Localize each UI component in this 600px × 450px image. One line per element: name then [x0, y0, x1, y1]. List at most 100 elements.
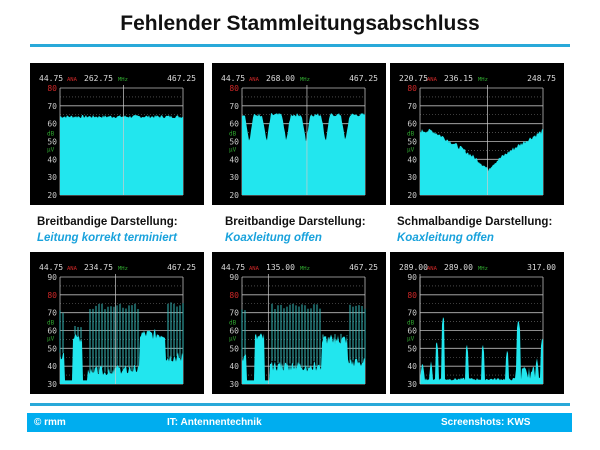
uv-unit-label: µV [407, 147, 415, 154]
center-frequency: 234.75 [84, 263, 113, 272]
spectrum-trace [420, 128, 543, 195]
end-frequency: 467.25 [349, 74, 378, 83]
scale-tick: 30 [229, 380, 239, 389]
end-frequency: 467.25 [167, 263, 196, 272]
scale-tick: 60 [407, 120, 417, 129]
scale-tick: 80 [229, 84, 239, 93]
unit-label: MHz [478, 77, 488, 83]
footer-bar: © rmm IT: Antennentechnik Screenshots: K… [27, 413, 572, 432]
scale-tick: 30 [47, 173, 57, 182]
uv-unit-label: µV [47, 147, 55, 154]
footer-rule [30, 403, 570, 406]
scale-tick: 80 [407, 84, 417, 93]
caption-line2: Leitung korrekt terminiert [37, 232, 177, 244]
unit-label: MHz [478, 266, 488, 272]
scale-tick: 50 [407, 344, 417, 353]
spectrum-panel: 220.75 ANA 236.15 MHz 248.75 80 70 60 50 40 30 20 dB… [390, 63, 564, 205]
mode-label: ANA [249, 266, 260, 272]
spectrum-panel: 44.75 ANA 135.00 MHz 467.25 90 80 70 60 50 40 30 dB µ… [212, 252, 386, 394]
scale-tick: 60 [229, 327, 239, 336]
spectrum-display: 44.75 ANA 268.00 MHz 467.25 80 70 60 50 40 30 20 dB µ… [221, 74, 378, 200]
scale-tick: 80 [407, 291, 417, 300]
footer-copyright: © rmm [34, 417, 66, 428]
db-unit-label: dB [407, 320, 415, 327]
mode-label: ANA [427, 77, 438, 83]
start-frequency: 44.75 [221, 74, 245, 83]
scale-tick: 80 [47, 291, 57, 300]
end-frequency: 467.25 [349, 263, 378, 272]
center-frequency: 289.00 [444, 263, 473, 272]
footer-credit: Screenshots: KWS [441, 417, 531, 428]
scale-tick: 70 [229, 309, 239, 318]
caption: Schmalbandige Darstellung: Koaxleitung o… [397, 214, 552, 246]
mode-label: ANA [249, 77, 260, 83]
center-frequency: 262.75 [84, 74, 113, 83]
caption-line1: Schmalbandige Darstellung: [397, 216, 553, 228]
scale-tick: 50 [229, 138, 239, 147]
end-frequency: 467.25 [167, 74, 196, 83]
start-frequency: 289.00 [399, 263, 428, 272]
scale-tick: 90 [47, 273, 57, 282]
scale-tick: 40 [229, 155, 239, 164]
scale-tick: 30 [407, 173, 417, 182]
spectrum-panel: 44.75 ANA 262.75 MHz 467.25 80 70 60 50 40 30 20 dB µ… [30, 63, 204, 205]
db-unit-label: dB [47, 320, 55, 327]
caption-line2: Koaxleitung offen [225, 232, 322, 244]
scale-tick: 40 [229, 362, 239, 371]
scale-tick: 70 [47, 309, 57, 318]
uv-unit-label: µV [229, 147, 237, 154]
scale-tick: 40 [407, 155, 417, 164]
spectrum-panel: 289.00 ANA 289.00 MHz 317.00 90 80 70 60 50 40 30 dB… [390, 252, 564, 394]
db-unit-label: dB [47, 131, 55, 138]
unit-label: MHz [300, 77, 310, 83]
unit-label: MHz [300, 266, 310, 272]
caption-line1: Breitbandige Darstellung: [37, 216, 178, 228]
spectrum-panel: 44.75 ANA 268.00 MHz 467.25 80 70 60 50 40 30 20 dB µ… [212, 63, 386, 205]
scale-tick: 60 [229, 120, 239, 129]
scale-tick: 70 [47, 102, 57, 111]
unit-label: MHz [118, 266, 128, 272]
scale-tick: 80 [229, 291, 239, 300]
end-frequency: 317.00 [527, 263, 556, 272]
scale-tick: 30 [407, 380, 417, 389]
scale-tick: 70 [407, 102, 417, 111]
center-frequency: 268.00 [266, 74, 295, 83]
scale-tick: 50 [47, 138, 57, 147]
scale-tick: 40 [47, 362, 57, 371]
scale-tick: 30 [47, 380, 57, 389]
start-frequency: 44.75 [221, 263, 245, 272]
scale-tick: 20 [47, 191, 57, 200]
footer-topic: IT: Antennentechnik [167, 417, 262, 428]
spectrum-trace [60, 115, 183, 195]
caption: Breitbandige Darstellung: Leitung korrek… [37, 214, 178, 246]
center-frequency: 135.00 [266, 263, 295, 272]
uv-unit-label: µV [407, 336, 415, 343]
start-frequency: 220.75 [399, 74, 428, 83]
spectrum-trace [420, 317, 543, 384]
slide-title: Fehlender Stammleitungsabschluss [120, 12, 480, 35]
caption: Breitbandige Darstellung: Koaxleitung of… [225, 214, 366, 246]
db-unit-label: dB [229, 131, 237, 138]
scale-tick: 70 [229, 102, 239, 111]
spectrum-display: 289.00 ANA 289.00 MHz 317.0090807060504030dB… [399, 263, 556, 389]
scale-tick: 60 [47, 120, 57, 129]
caption-line2: Koaxleitung offen [397, 232, 494, 244]
spectrum-trace [242, 333, 365, 384]
center-frequency: 236.15 [444, 74, 473, 83]
end-frequency: 248.75 [527, 74, 556, 83]
start-frequency: 44.75 [39, 74, 63, 83]
scale-tick: 40 [407, 362, 417, 371]
spectrum-display: 44.75 ANA 262.75 MHz 467.25 80 70 60 50 40 30 20 dB µ… [39, 74, 196, 200]
db-unit-label: dB [407, 131, 415, 138]
scale-tick: 50 [47, 344, 57, 353]
scale-tick: 40 [47, 155, 57, 164]
spectrum-display: 220.75 ANA 236.15 MHz 248.75 80 70 60 50 40 30 20 dB… [399, 74, 556, 200]
scale-tick: 60 [407, 327, 417, 336]
caption-line1: Breitbandige Darstellung: [225, 216, 366, 228]
scale-tick: 20 [229, 191, 239, 200]
scale-tick: 70 [407, 309, 417, 318]
db-unit-label: dB [229, 320, 237, 327]
start-frequency: 44.75 [39, 263, 63, 272]
spectrum-trace [60, 328, 183, 384]
scale-tick: 90 [229, 273, 239, 282]
